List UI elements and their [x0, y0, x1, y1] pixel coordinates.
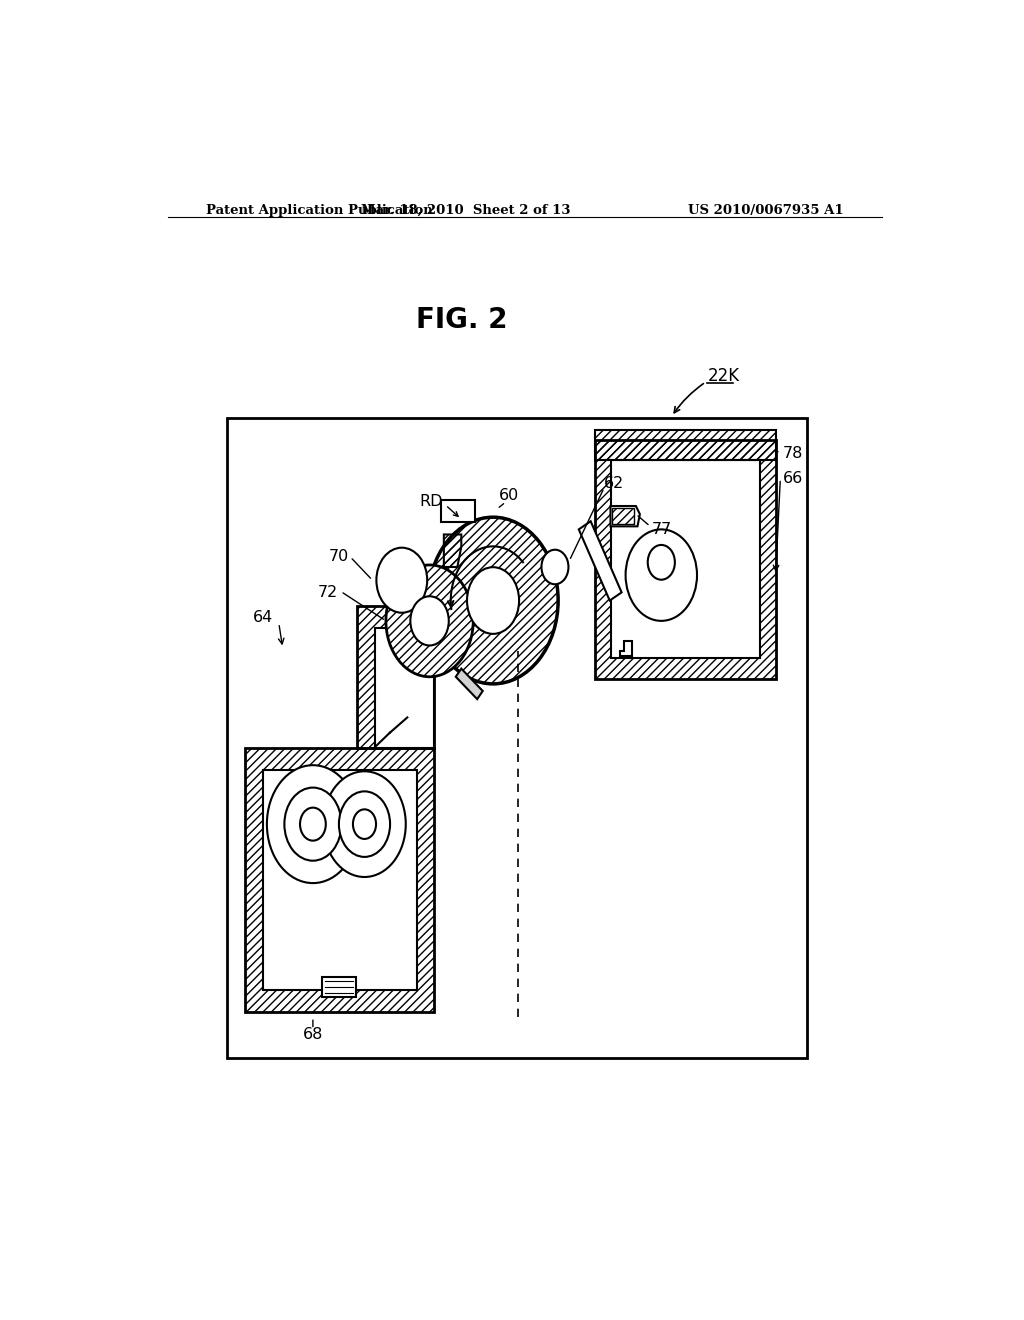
- Text: US 2010/0067935 A1: US 2010/0067935 A1: [688, 205, 844, 216]
- Polygon shape: [456, 669, 482, 700]
- Circle shape: [428, 517, 558, 684]
- Bar: [375, 628, 434, 748]
- Text: RD: RD: [420, 495, 443, 510]
- Circle shape: [353, 809, 376, 840]
- Text: 70: 70: [329, 549, 348, 565]
- Text: Patent Application Publication: Patent Application Publication: [206, 205, 432, 216]
- Circle shape: [648, 545, 675, 579]
- Text: 72: 72: [318, 585, 338, 599]
- Text: 68: 68: [303, 1027, 324, 1041]
- Text: Mar. 18, 2010  Sheet 2 of 13: Mar. 18, 2010 Sheet 2 of 13: [360, 205, 570, 216]
- Bar: [227, 417, 807, 1057]
- Circle shape: [339, 792, 390, 857]
- Polygon shape: [610, 506, 640, 527]
- Text: 60: 60: [499, 488, 519, 503]
- Circle shape: [542, 549, 568, 585]
- Circle shape: [267, 766, 359, 883]
- Circle shape: [285, 788, 341, 861]
- Circle shape: [324, 771, 406, 876]
- Text: 66: 66: [782, 471, 803, 486]
- Bar: [595, 430, 775, 461]
- Bar: [612, 508, 634, 524]
- Bar: [323, 977, 355, 997]
- Text: 62: 62: [604, 477, 625, 491]
- Circle shape: [377, 548, 427, 612]
- Text: 22K: 22K: [708, 367, 739, 385]
- Bar: [610, 461, 760, 659]
- Text: 78: 78: [782, 446, 803, 461]
- Text: 77: 77: [652, 521, 672, 537]
- Circle shape: [467, 568, 519, 634]
- Circle shape: [626, 529, 697, 620]
- Text: 64: 64: [253, 610, 273, 626]
- Text: FIG. 2: FIG. 2: [416, 306, 507, 334]
- Polygon shape: [620, 642, 632, 656]
- Polygon shape: [579, 521, 622, 601]
- Bar: [441, 500, 475, 523]
- Circle shape: [386, 565, 473, 677]
- Circle shape: [411, 597, 449, 645]
- Circle shape: [300, 808, 326, 841]
- Bar: [263, 771, 417, 990]
